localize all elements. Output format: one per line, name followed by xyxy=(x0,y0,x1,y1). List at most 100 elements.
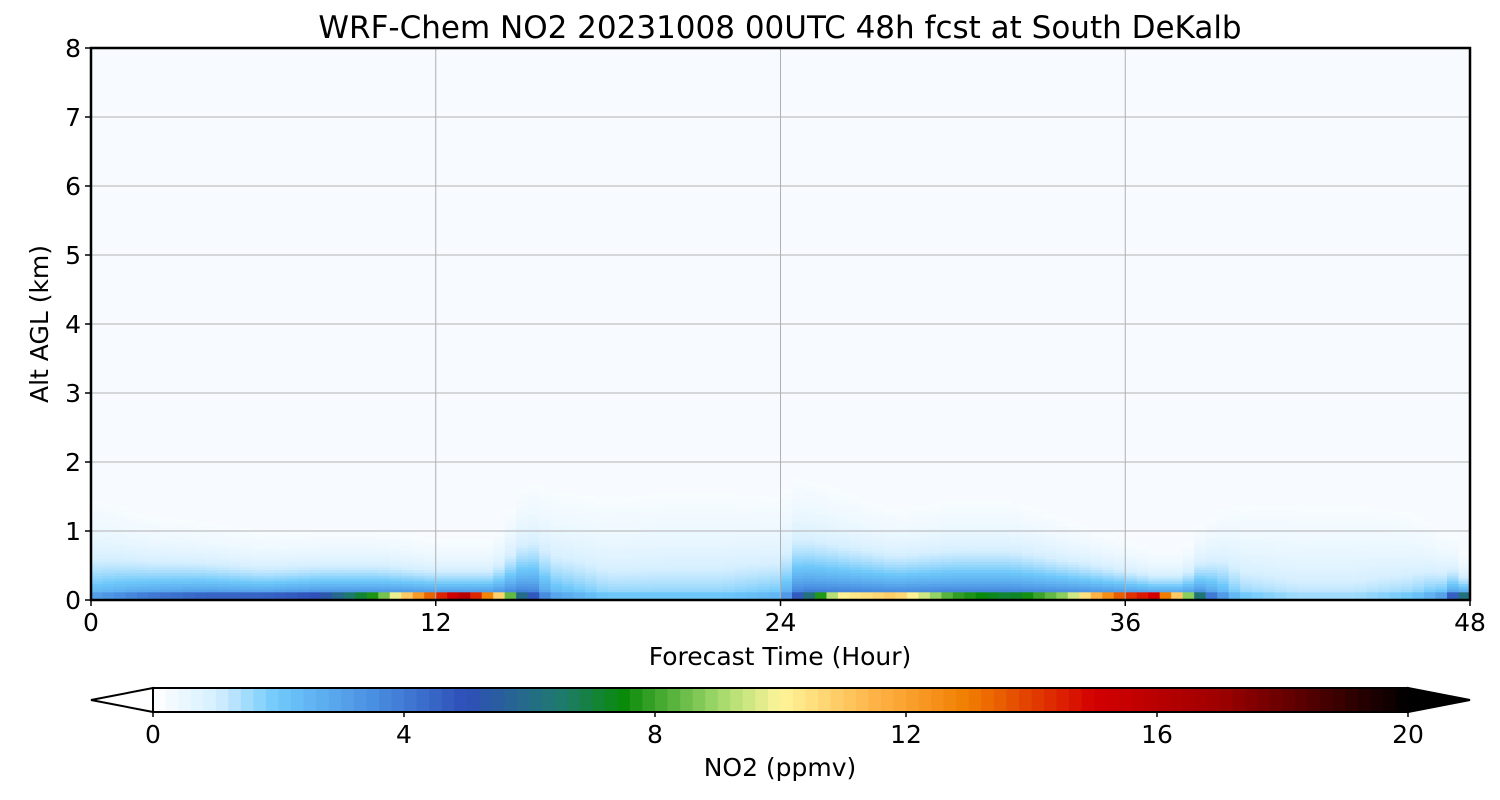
heatmap-cell xyxy=(1067,553,1080,557)
heatmap-cell xyxy=(1274,550,1287,554)
heatmap-cell xyxy=(1309,580,1322,585)
colorbar-ticks: 0 4 8 12 16 20 xyxy=(145,712,1424,749)
heatmap-cell xyxy=(1297,542,1310,546)
heatmap-cell xyxy=(217,586,230,590)
heatmap-cell xyxy=(1251,525,1264,529)
heatmap-cell xyxy=(1033,561,1046,565)
heatmap-cell xyxy=(1458,577,1470,582)
heatmap-cell xyxy=(1320,591,1333,596)
heatmap-cell xyxy=(987,564,1000,568)
heatmap-cell xyxy=(769,577,782,582)
heatmap-cell xyxy=(1366,517,1379,521)
heatmap-cell xyxy=(309,572,322,576)
heatmap-cell xyxy=(803,531,816,535)
heatmap-cell xyxy=(504,514,517,518)
heatmap-cell xyxy=(780,542,793,546)
heatmap-cell xyxy=(964,588,977,593)
heatmap-cell xyxy=(1205,555,1218,560)
heatmap-cell xyxy=(1458,591,1470,596)
heatmap-cell xyxy=(906,588,919,593)
heatmap-cell xyxy=(677,586,690,590)
colorbar-swatch xyxy=(378,688,392,712)
heatmap-cell xyxy=(159,550,173,554)
heatmap-cell xyxy=(677,591,690,596)
colorbar-swatch xyxy=(215,688,229,712)
heatmap-cell xyxy=(1297,511,1310,516)
heatmap-cell xyxy=(952,586,965,590)
heatmap-cell xyxy=(619,555,632,560)
heatmap-cell xyxy=(1021,517,1034,521)
heatmap-cell xyxy=(906,597,919,600)
heatmap-cell xyxy=(1228,519,1241,524)
heatmap-cell xyxy=(1148,555,1161,560)
heatmap-cell xyxy=(1148,566,1161,571)
heatmap-cell xyxy=(849,597,862,600)
heatmap-cell xyxy=(883,569,897,573)
heatmap-cell xyxy=(872,503,885,507)
heatmap-cell xyxy=(389,555,402,560)
heatmap-cell xyxy=(1355,508,1368,513)
heatmap-cell xyxy=(596,519,609,524)
heatmap-cell xyxy=(1125,575,1138,579)
heatmap-cell xyxy=(964,591,977,596)
heatmap-cell xyxy=(102,528,115,532)
heatmap-cell xyxy=(251,597,264,600)
heatmap-cell xyxy=(1136,558,1149,562)
heatmap-cell xyxy=(734,533,747,538)
heatmap-cell xyxy=(343,561,356,565)
heatmap-cell xyxy=(849,517,862,521)
heatmap-cell xyxy=(378,553,391,557)
heatmap-cell xyxy=(723,572,736,576)
heatmap-cell xyxy=(906,533,919,538)
heatmap-cell xyxy=(113,566,127,571)
heatmap-cell xyxy=(1458,561,1470,565)
heatmap-cell xyxy=(1205,542,1218,546)
heatmap-cell xyxy=(987,503,1000,507)
heatmap-cell xyxy=(883,577,897,582)
heatmap-cell xyxy=(91,561,104,565)
heatmap-cell xyxy=(1274,506,1287,510)
heatmap-cell xyxy=(550,547,563,551)
colorbar-swatch xyxy=(203,688,217,712)
heatmap-cell xyxy=(826,514,839,518)
heatmap-cell xyxy=(1125,597,1138,600)
heatmap-cell xyxy=(688,550,701,554)
heatmap-cell xyxy=(1470,581,1482,584)
heatmap-cell xyxy=(1067,558,1080,562)
heatmap-cell xyxy=(148,547,161,551)
heatmap-cell xyxy=(1263,522,1276,527)
heatmap-cell xyxy=(125,519,138,524)
heatmap-cell xyxy=(1136,561,1149,565)
heatmap-cell xyxy=(539,489,552,493)
colorbar-swatch xyxy=(1194,688,1208,712)
heatmap-cell xyxy=(631,522,644,527)
heatmap-cell xyxy=(964,544,977,549)
heatmap-cell xyxy=(240,583,253,587)
heatmap-cell xyxy=(975,525,988,529)
heatmap-cell xyxy=(849,495,862,499)
heatmap-cell xyxy=(1113,597,1126,600)
heatmap-cell xyxy=(1447,597,1460,600)
heatmap-cell xyxy=(332,564,345,568)
heatmap-cell xyxy=(975,566,988,571)
heatmap-cell xyxy=(136,583,150,587)
heatmap-cell xyxy=(987,544,1000,549)
heatmap-cell xyxy=(159,519,173,524)
heatmap-cell xyxy=(814,542,828,546)
heatmap-cell xyxy=(791,591,805,596)
heatmap-cell xyxy=(1056,597,1069,600)
heatmap-cell xyxy=(1056,594,1069,598)
heatmap-cell xyxy=(941,561,954,565)
heatmap-cell xyxy=(1044,539,1057,543)
heatmap-cell xyxy=(711,531,724,535)
heatmap-cell xyxy=(205,539,219,543)
heatmap-cell xyxy=(860,572,874,576)
heatmap-cell xyxy=(1332,514,1345,518)
heatmap-cell xyxy=(148,580,161,585)
heatmap-cell xyxy=(860,508,874,513)
heatmap-cell xyxy=(573,577,586,582)
heatmap-cell xyxy=(297,533,310,538)
heatmap-cell xyxy=(814,497,828,502)
heatmap-cell xyxy=(1309,508,1322,513)
